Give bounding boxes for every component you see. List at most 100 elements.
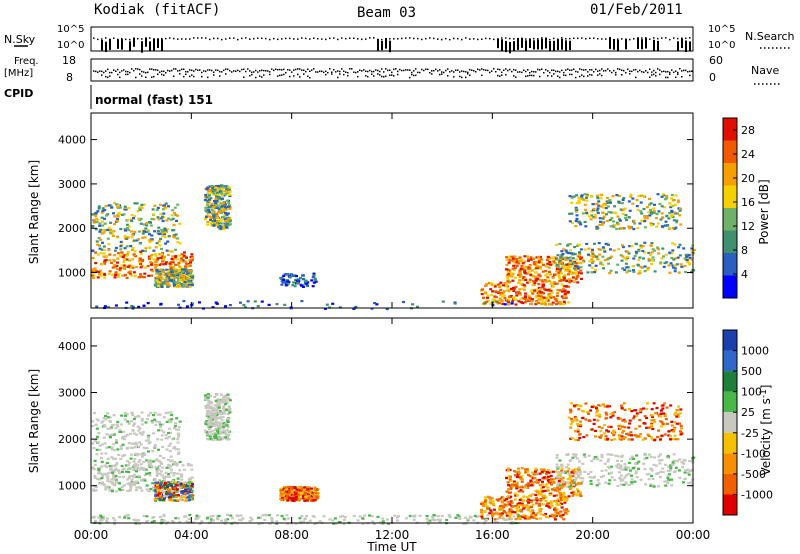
- power-cell: [656, 246, 660, 249]
- freq-dot: [551, 69, 553, 72]
- velocity-cell: [290, 497, 294, 500]
- power-cell: [643, 270, 647, 273]
- power-cell: [108, 270, 112, 273]
- power-cell: [598, 217, 602, 220]
- velocity-cell: [659, 470, 663, 473]
- velocity-cell: [486, 495, 490, 498]
- velocity-cell: [181, 464, 185, 467]
- freq-dot: [457, 69, 459, 71]
- velocity-cell: [508, 510, 512, 513]
- power-cell: [164, 202, 168, 205]
- velocity-cell: [159, 426, 163, 429]
- power-cell: [623, 257, 627, 260]
- power-cell: [599, 220, 602, 223]
- velocity-cell: [207, 400, 211, 403]
- power-cell: [216, 204, 220, 207]
- velocity-cell: [94, 423, 98, 427]
- power-cell: [211, 187, 215, 190]
- power-cell: [100, 232, 104, 235]
- power-cell: [122, 257, 126, 260]
- velocity-cell: [590, 459, 594, 463]
- power-cell: [256, 305, 260, 308]
- velocity-cell: [589, 482, 593, 485]
- velocity-cell: [635, 454, 639, 457]
- velocity-cell: [173, 460, 177, 464]
- velocity-cell: [623, 463, 627, 466]
- nave-tick-top: 60: [709, 54, 723, 67]
- power-cell: [560, 283, 564, 286]
- nave-dot: [533, 74, 535, 77]
- nave-dot: [225, 73, 227, 75]
- velocity-cell: [119, 457, 123, 460]
- velocity-cell: [508, 484, 512, 487]
- freq-dot: [379, 70, 381, 73]
- velocity-cell: [556, 486, 560, 489]
- freq-dot: [257, 71, 259, 73]
- power-cell: [101, 209, 105, 212]
- power-cell: [541, 285, 545, 288]
- velocity-cell: [209, 394, 212, 397]
- noise-bar: [505, 40, 507, 53]
- freq-dot: [191, 69, 193, 72]
- power-cell: [155, 242, 159, 245]
- power-cell: [128, 266, 132, 269]
- velocity-cell: [551, 488, 554, 491]
- power-cell: [539, 258, 543, 261]
- power-cell: [531, 298, 535, 301]
- velocity-cell: [655, 464, 658, 467]
- power-cell: [95, 221, 99, 224]
- noise-bar: [641, 39, 643, 50]
- velocity-cell: [188, 478, 192, 481]
- power-cell: [596, 211, 600, 215]
- power-cell: [631, 197, 635, 200]
- nave-dot: [339, 73, 341, 75]
- velocity-cell: [559, 484, 562, 487]
- power-cell: [596, 197, 600, 200]
- velocity-cell: [137, 475, 141, 478]
- power-cell: [107, 306, 111, 309]
- nave-dot: [481, 74, 483, 77]
- velocity-cell: [556, 498, 560, 501]
- velocity-cell: [140, 453, 144, 456]
- power-cell: [542, 292, 546, 295]
- power-cell: [523, 255, 527, 258]
- power-cell: [182, 274, 186, 278]
- velocity-cell: [111, 483, 115, 486]
- power-cell: [529, 302, 532, 306]
- velocity-cell: [156, 488, 160, 491]
- nave-dot: [343, 73, 345, 76]
- power-cell: [215, 200, 219, 203]
- power-cell: [676, 256, 680, 259]
- power-cell: [170, 257, 174, 260]
- nave-dot: [189, 75, 191, 78]
- velocity-cell: [138, 432, 142, 435]
- velocity-cell: [507, 475, 511, 478]
- power-cell: [491, 290, 495, 293]
- search-noise-dot: [205, 37, 207, 39]
- noise-bar: [565, 40, 567, 52]
- power-cell: [91, 225, 95, 228]
- freq-dot: [543, 71, 545, 74]
- search-noise-dot: [541, 37, 543, 39]
- velocity-cell: [141, 467, 145, 470]
- velocity-cell: [531, 503, 535, 506]
- power-cell: [651, 256, 655, 259]
- power-cell: [92, 276, 96, 280]
- power-cell: [505, 258, 509, 261]
- power-cell: [516, 292, 520, 295]
- search-noise-dot: [165, 37, 167, 40]
- power-cell: [609, 201, 612, 204]
- power-cell: [189, 269, 193, 272]
- power-cell: [165, 219, 169, 222]
- freq-dot: [129, 71, 131, 74]
- velocity-cell: [530, 484, 533, 487]
- freq-dot: [537, 68, 539, 71]
- velocity-cell: [538, 484, 542, 487]
- power-cell: [529, 258, 533, 261]
- power-cell: [591, 255, 595, 258]
- freq-dot: [183, 68, 185, 70]
- velocity-cell: [533, 498, 537, 501]
- velocity-cell: [509, 508, 513, 511]
- velocity-cell: [554, 510, 558, 514]
- power-cell: [138, 259, 142, 262]
